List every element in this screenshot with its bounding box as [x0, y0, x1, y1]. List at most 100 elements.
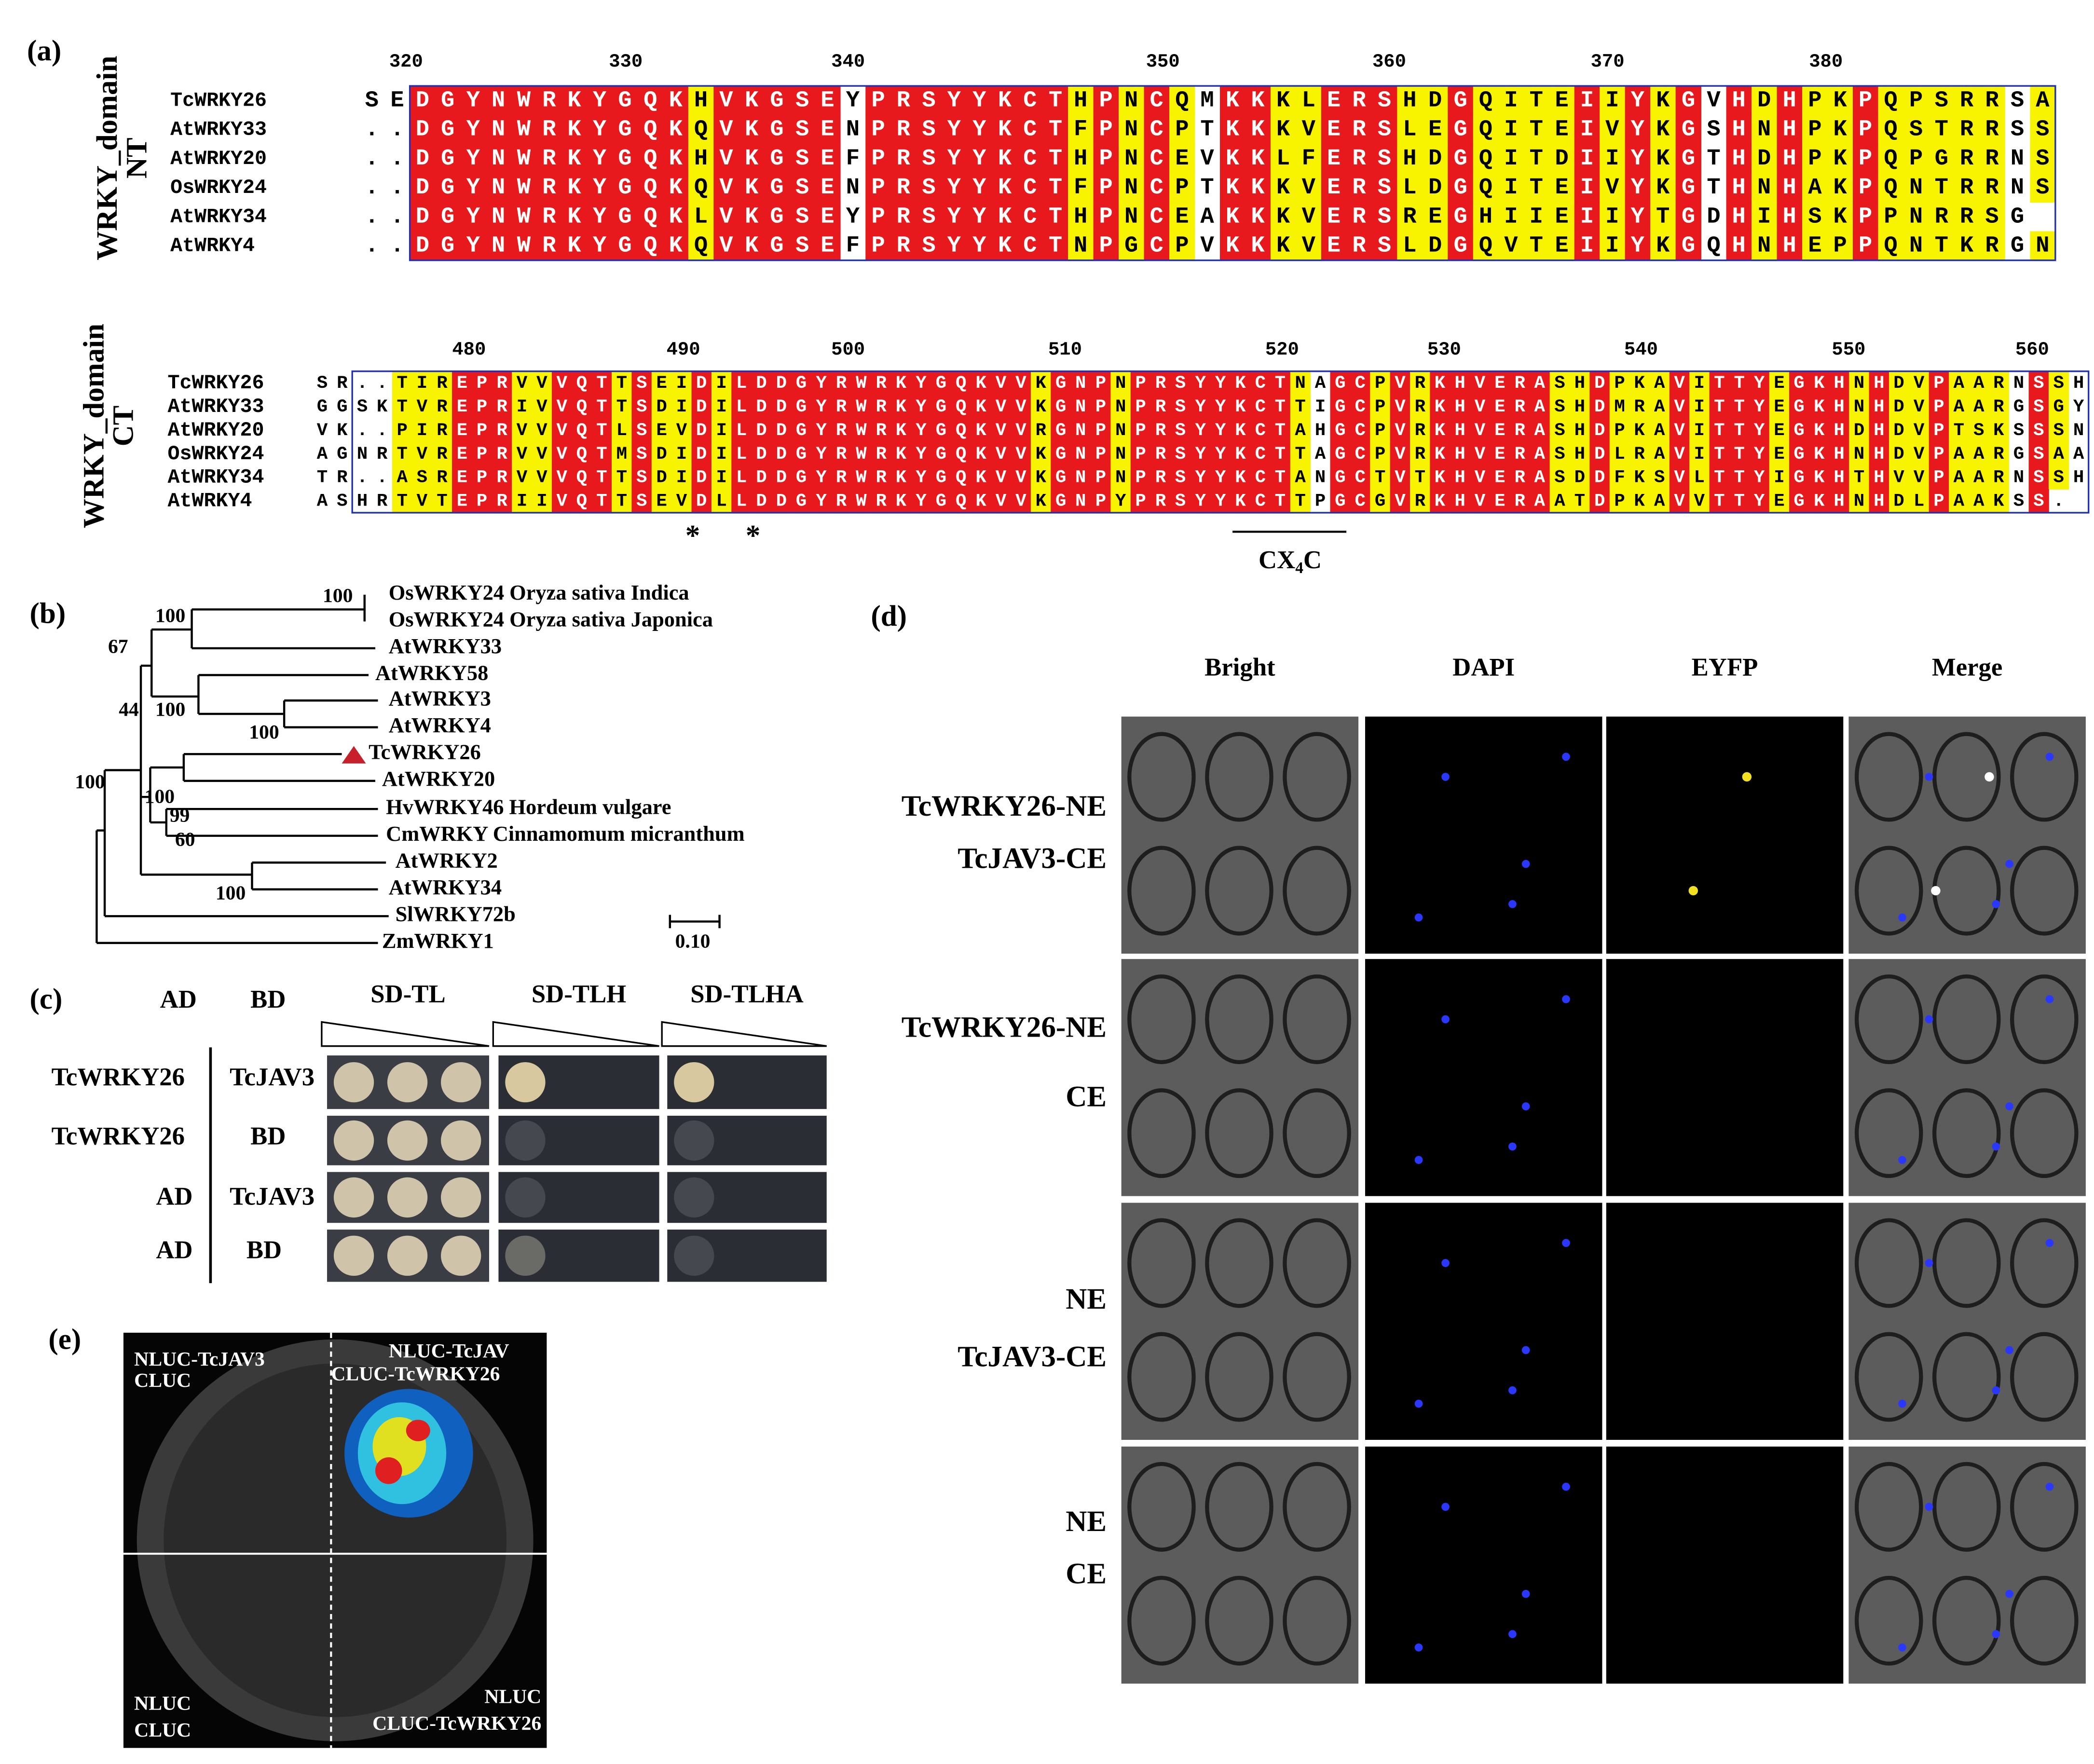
- leaf-label: OsWRKY24 Oryza sativa Indica: [389, 580, 689, 604]
- residue-bg: [1410, 395, 1431, 419]
- residue: Q: [643, 233, 657, 259]
- residue: V: [1694, 491, 1705, 511]
- residue: V: [719, 88, 733, 114]
- residue: T: [397, 373, 408, 394]
- residue: S: [1175, 373, 1186, 394]
- nucleus: [1508, 1142, 1517, 1151]
- residue-bg: [771, 395, 792, 419]
- residue: E: [1327, 117, 1341, 143]
- residue: P: [1095, 373, 1107, 394]
- residue-bg: [891, 371, 912, 396]
- residue-bg: [688, 173, 714, 203]
- residue: R: [337, 373, 348, 394]
- residue: A: [1973, 444, 1985, 465]
- residue: K: [1035, 491, 1046, 511]
- nucleus: [1992, 1630, 2000, 1638]
- residue-bg: [831, 418, 852, 443]
- residue: T: [1935, 233, 1948, 259]
- residue: K: [1993, 491, 2004, 511]
- residue: N: [1295, 373, 1306, 394]
- leaf-label: AtWRKY2: [396, 848, 498, 872]
- residue-bg: [891, 395, 912, 419]
- residue: R: [1415, 444, 1426, 465]
- residue: K: [567, 88, 581, 114]
- residue: G: [1682, 233, 1695, 259]
- residue-bg: [1903, 115, 1930, 145]
- residue: E: [1494, 373, 1505, 394]
- residue-bg: [1070, 418, 1091, 443]
- residue-bg: [991, 395, 1012, 419]
- residue: S: [2013, 491, 2025, 511]
- residue-bg: [612, 202, 638, 232]
- residue-bg: [663, 144, 689, 174]
- residue: L: [1302, 88, 1315, 114]
- residue: N: [2073, 421, 2084, 441]
- residue: L: [694, 205, 708, 230]
- residue: S: [2033, 444, 2044, 465]
- residue-bg: [412, 418, 433, 443]
- residue-bg: [1110, 395, 1131, 419]
- residue-bg: [1523, 202, 1550, 232]
- residue: I: [1580, 117, 1594, 143]
- residue: H: [1732, 205, 1746, 230]
- residue-bg: [435, 86, 461, 116]
- column-header: EYFP: [1692, 653, 1758, 681]
- residue: K: [1656, 117, 1670, 143]
- residue-bg: [1190, 371, 1211, 396]
- residue: G: [1454, 205, 1467, 230]
- residue: V: [1200, 146, 1214, 172]
- residue: D: [696, 421, 707, 441]
- residue-bg: [587, 202, 613, 232]
- residue-bg: [1150, 418, 1171, 443]
- nucleus: [1898, 1156, 1906, 1164]
- residue-bg: [1889, 371, 1910, 396]
- residue-bg: [1321, 231, 1347, 261]
- residue: V: [1475, 397, 1486, 417]
- residue: K: [337, 421, 348, 441]
- residue-bg: [1473, 231, 1499, 261]
- sequence-name: AtWRKY4: [168, 490, 252, 513]
- residue: Y: [1195, 444, 1206, 465]
- residue: Y: [1754, 421, 1765, 441]
- residue: N: [846, 175, 860, 201]
- residue-bg: [1650, 144, 1676, 174]
- residue: V: [1605, 175, 1619, 201]
- residue: H: [1574, 444, 1586, 465]
- residue: D: [1594, 373, 1605, 394]
- conserved-mark: *: [685, 520, 700, 552]
- residue: A: [1954, 397, 1965, 417]
- residue-bg: [1150, 395, 1171, 419]
- residue-bg: [663, 86, 689, 116]
- residue-bg: [1210, 371, 1231, 396]
- residue-bg: [435, 202, 461, 232]
- residue: L: [1403, 175, 1416, 201]
- residue: Y: [1195, 491, 1206, 511]
- residue-bg: [1979, 202, 2005, 232]
- residue-bg: [1869, 371, 1889, 396]
- residue-bg: [1042, 202, 1068, 232]
- nucleus: [1562, 995, 1570, 1003]
- residue: F: [846, 146, 860, 172]
- residue-bg: [612, 418, 632, 443]
- residue-bg: [392, 418, 413, 443]
- residue-bg: [1600, 202, 1626, 232]
- residue-bg: [1903, 86, 1930, 116]
- bd-label: BD: [246, 1236, 282, 1264]
- residue: K: [1656, 175, 1670, 201]
- residue: E: [656, 373, 667, 394]
- residue: E: [457, 421, 468, 441]
- residue-bg: [1350, 418, 1371, 443]
- nucleus: [1441, 1259, 1450, 1267]
- residue-bg: [460, 231, 486, 261]
- residue: S: [1378, 233, 1391, 259]
- residue: H: [1834, 468, 1845, 488]
- residue-bg: [1509, 418, 1531, 443]
- residue: P: [1095, 491, 1107, 511]
- residue-bg: [865, 231, 891, 261]
- residue: Y: [947, 233, 961, 259]
- residue: I: [676, 468, 687, 488]
- residue: Y: [1215, 444, 1226, 465]
- residue: R: [496, 444, 507, 465]
- residue-bg: [1473, 202, 1499, 232]
- residue: R: [1935, 205, 1949, 230]
